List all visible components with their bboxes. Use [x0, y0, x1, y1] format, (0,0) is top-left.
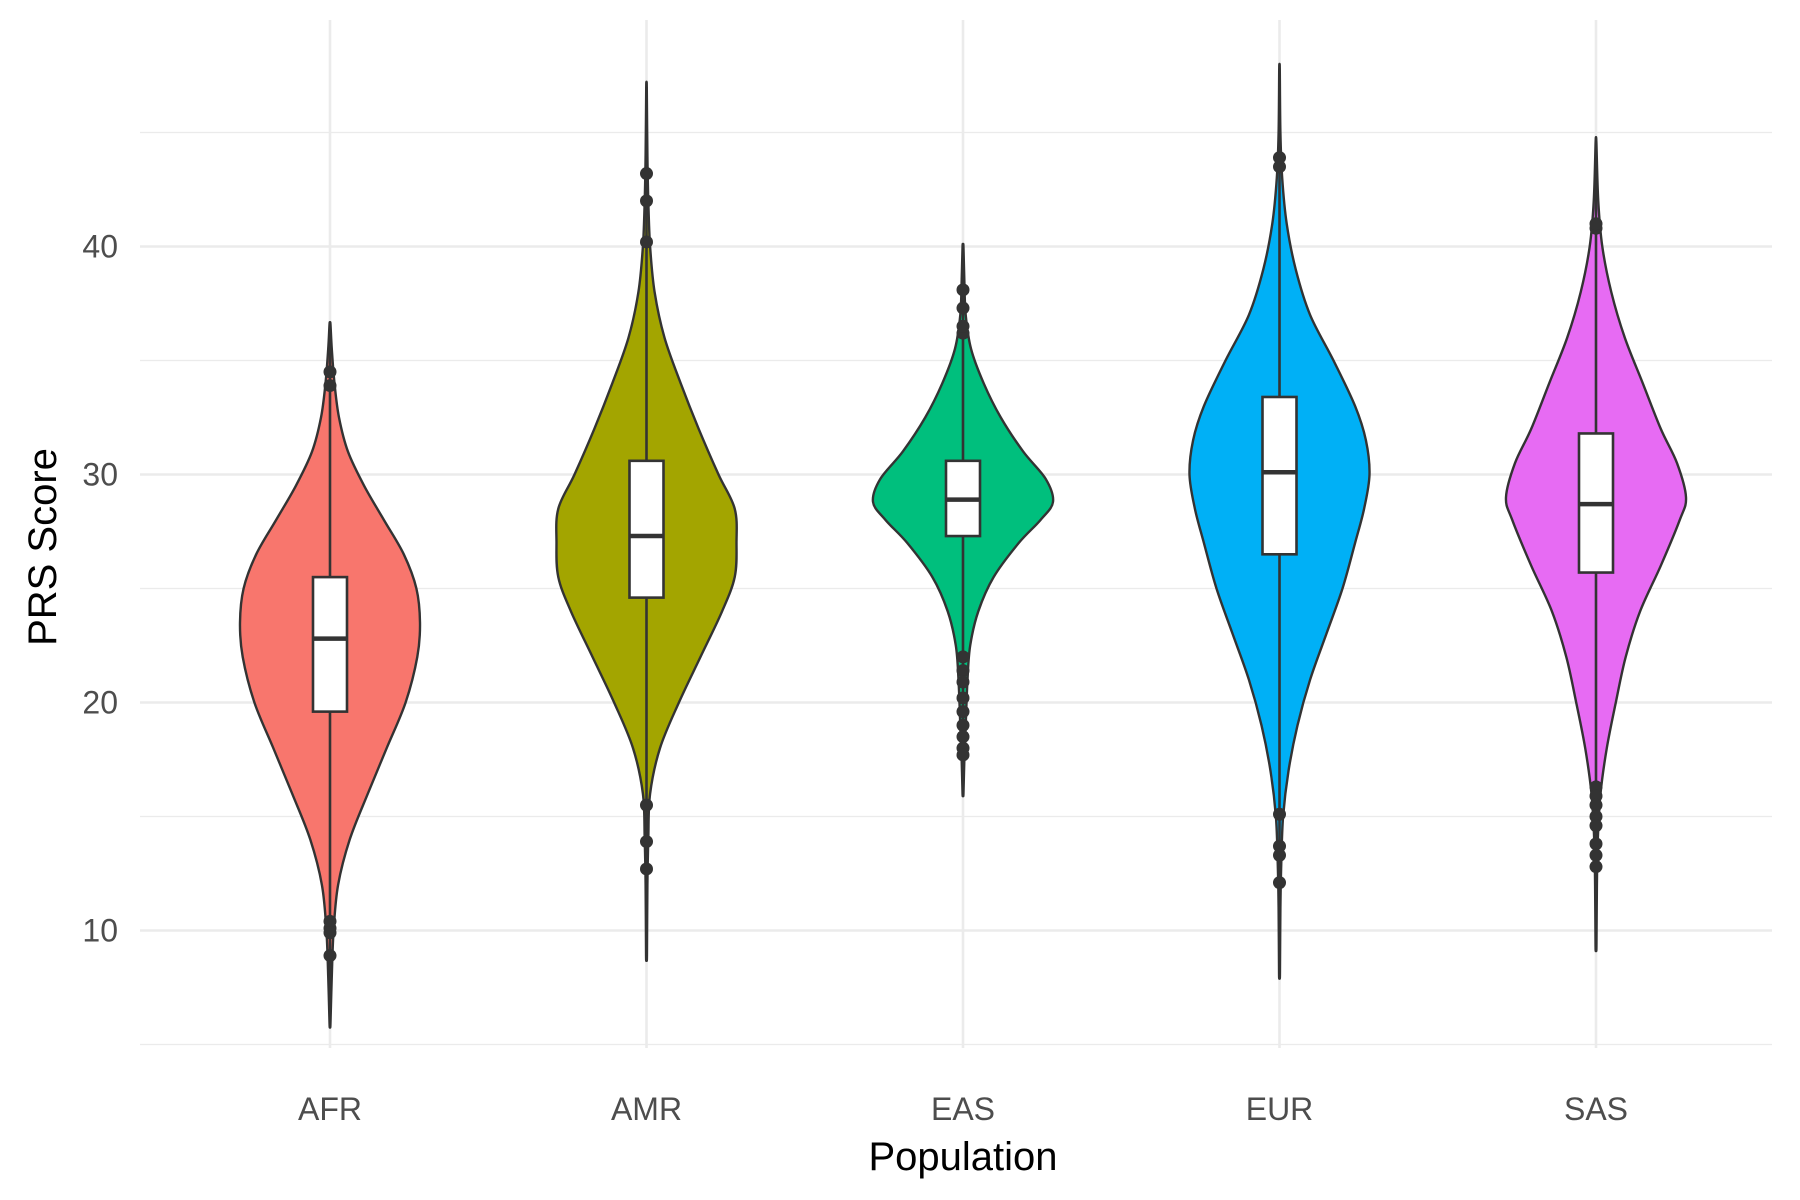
- outlier-point-eas-3: [956, 691, 970, 705]
- outlier-point-amr-3: [640, 235, 653, 249]
- outlier-point-eas-1: [956, 664, 970, 678]
- outlier-point-amr-1: [640, 835, 653, 849]
- y-tick-label-30: 30: [82, 457, 118, 493]
- outlier-point-eas-8: [956, 748, 970, 762]
- outlier-point-eas-0: [956, 650, 970, 664]
- box-amr: [628, 459, 665, 599]
- x-tick-label-afr: AFR: [298, 1091, 362, 1127]
- box-eur: [1261, 395, 1298, 556]
- x-tick-label-eas: EAS: [931, 1091, 995, 1127]
- outlier-point-sas-7: [1589, 860, 1603, 874]
- outlier-point-sas-3: [1589, 810, 1603, 823]
- outlier-point-sas-2: [1589, 798, 1603, 812]
- violin-group-eas: [871, 242, 1055, 798]
- outlier-point-afr-1: [323, 914, 337, 928]
- violins: [238, 62, 1688, 1029]
- outlier-point-eas-4: [956, 705, 970, 719]
- outlier-point-amr-2: [640, 862, 653, 876]
- outlier-point-eur-2: [1273, 848, 1286, 862]
- outlier-point-eur-5: [1273, 151, 1286, 165]
- y-axis-title: PRS Score: [21, 448, 65, 646]
- violin-group-amr: [555, 80, 738, 962]
- outlier-point-afr-3: [323, 949, 337, 963]
- outlier-point-amr-4: [640, 194, 653, 208]
- x-tick-label-sas: SAS: [1564, 1091, 1628, 1127]
- y-tick-label-20: 20: [82, 685, 118, 721]
- outlier-point-eas-11: [956, 301, 970, 315]
- violin-group-sas: [1504, 136, 1688, 953]
- outlier-point-sas-9: [1589, 217, 1603, 231]
- outlier-point-eur-4: [1273, 160, 1286, 174]
- outlier-point-sas-5: [1589, 837, 1603, 851]
- outlier-point-afr-4: [323, 379, 337, 393]
- outlier-point-sas-6: [1589, 848, 1603, 862]
- box-afr: [311, 575, 349, 713]
- outlier-point-eas-2: [956, 675, 970, 689]
- x-axis-title: Population: [868, 1135, 1057, 1179]
- outlier-point-sas-0: [1589, 780, 1603, 794]
- outlier-point-amr-0: [640, 798, 653, 812]
- outlier-point-eur-3: [1273, 876, 1286, 890]
- violin-group-eur: [1188, 62, 1371, 980]
- outlier-point-eas-10: [956, 319, 970, 333]
- outlier-point-eur-0: [1273, 807, 1286, 821]
- outlier-point-eas-6: [956, 730, 970, 744]
- outlier-point-amr-5: [640, 167, 653, 181]
- y-tick-label-10: 10: [82, 913, 118, 949]
- y-tick-labels: 10 20 30 40: [82, 229, 118, 949]
- outlier-point-afr-2: [323, 926, 337, 940]
- outlier-point-eur-1: [1273, 839, 1286, 853]
- outlier-point-eas-12: [956, 283, 970, 297]
- y-tick-label-40: 40: [82, 229, 118, 265]
- outlier-point-sas-4: [1589, 819, 1603, 833]
- violin-group-afr: [238, 320, 422, 1029]
- outlier-point-sas-1: [1589, 789, 1603, 803]
- x-tick-labels: AFR AMR EAS EUR SAS: [298, 1091, 1628, 1127]
- x-tick-label-eur: EUR: [1246, 1091, 1314, 1127]
- x-tick-label-amr: AMR: [611, 1091, 682, 1127]
- outlier-point-afr-5: [323, 365, 337, 379]
- outlier-point-eas-5: [956, 718, 970, 732]
